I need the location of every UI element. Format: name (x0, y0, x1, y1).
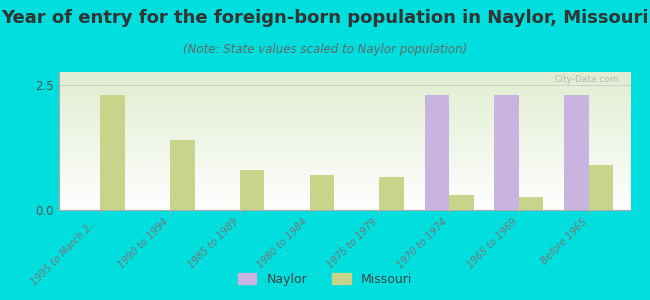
Bar (424, 94, 449, 210)
Bar (495, 94, 519, 210)
Text: City-Data.com: City-Data.com (554, 75, 619, 84)
Legend: Naylor, Missouri: Naylor, Missouri (233, 268, 417, 291)
Bar (100, 94, 125, 210)
Bar (380, 177, 404, 210)
Text: Year of entry for the foreign-born population in Naylor, Missouri: Year of entry for the foreign-born popul… (1, 9, 649, 27)
Bar (240, 170, 265, 210)
Bar (309, 175, 334, 210)
Bar (564, 94, 589, 210)
Bar (519, 197, 543, 210)
Text: (Note: State values scaled to Naylor population): (Note: State values scaled to Naylor pop… (183, 44, 467, 56)
Bar (449, 195, 474, 210)
Bar (170, 140, 194, 210)
Bar (589, 165, 613, 210)
